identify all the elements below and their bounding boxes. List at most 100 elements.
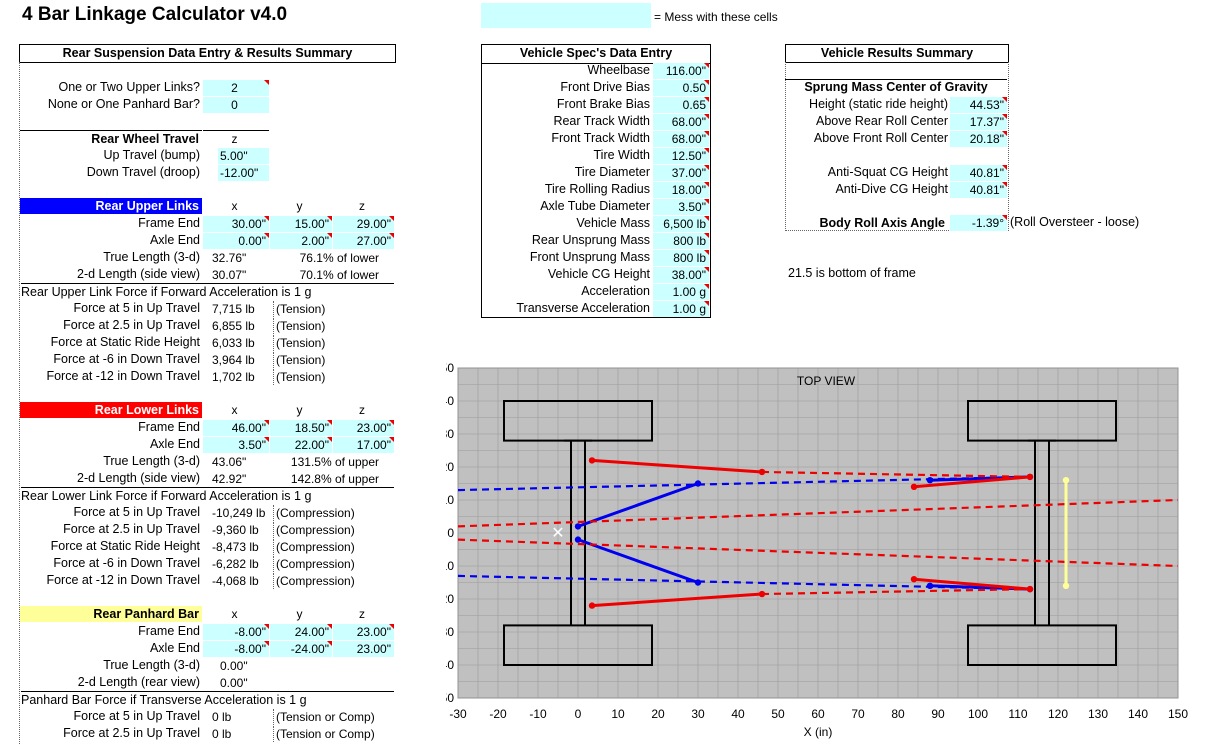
upper-frame-end-z[interactable]: 29.00"	[333, 216, 394, 232]
upper-force-value: 6,855 lb	[212, 319, 255, 333]
upper-force-label: Force at -6 in Down Travel	[53, 352, 200, 366]
lower-link-line	[591, 458, 763, 474]
spec-input[interactable]: 37.00"	[653, 165, 709, 181]
x-tick-label: 60	[811, 707, 825, 721]
upper-force-value: 7,715 lb	[212, 302, 255, 316]
panhard-frame-end-y[interactable]: 24.00"	[270, 624, 332, 640]
spec-input[interactable]: 800 lb	[653, 250, 709, 266]
lower-force-label: Force at 2.5 in Up Travel	[63, 522, 200, 536]
panhard-force-value: 0 lb	[212, 727, 232, 741]
app-title: 4 Bar Linkage Calculator v4.0	[22, 4, 288, 25]
upper-frame-end-x[interactable]: 30.00"	[203, 216, 269, 232]
spec-input[interactable]: 0.50	[653, 80, 709, 96]
upper-force-label: Force at Static Ride Height	[50, 335, 200, 349]
x-tick-label: 30	[691, 707, 705, 721]
x-tick-label: 120	[1048, 707, 1068, 721]
y-tick-label: -20	[446, 592, 454, 606]
x-tick-label: 50	[771, 707, 785, 721]
x-tick-label: 140	[1128, 707, 1148, 721]
spec-input[interactable]: 6,500 lb	[653, 216, 709, 232]
x-tick-label: 150	[1168, 707, 1188, 721]
spec-input[interactable]: 1.00 g	[653, 284, 709, 300]
lower-axle-end-label: Axle End	[149, 437, 200, 451]
x-tick-label: 130	[1088, 707, 1108, 721]
lower-side-length-pct: 142.8% of upper	[290, 472, 379, 486]
lower-axle-end-z[interactable]: 17.00"	[333, 437, 394, 453]
result-label: Anti-Squat CG Height	[827, 165, 948, 179]
panhard-axle-end-z[interactable]: 23.00"	[333, 641, 394, 657]
x-tick-label: 100	[968, 707, 988, 721]
upper-force-type: (Tension)	[273, 301, 388, 317]
spec-label: Tire Width	[593, 148, 651, 162]
panhard-frame-end-x[interactable]: -8.00"	[203, 624, 269, 640]
panhard-axle-end-x[interactable]: -8.00"	[203, 641, 269, 657]
lower-true-length-pct: 131.5% of upper	[290, 455, 379, 469]
spec-input[interactable]: 116.00"	[653, 63, 709, 79]
upper-link-line	[577, 482, 699, 528]
upper-axle-end-z[interactable]: 27.00"	[333, 233, 394, 249]
upper-force-type: (Tension)	[273, 352, 388, 368]
panhard-axle-end-label: Axle End	[149, 641, 200, 655]
x-tick-label: -30	[449, 707, 467, 721]
lower-force-type: (Compression)	[273, 539, 388, 555]
result-value: 20.18"	[950, 131, 1007, 147]
spec-input[interactable]: 68.00"	[653, 114, 709, 130]
down-travel-label: Down Travel (droop)	[86, 165, 200, 179]
x-tick-label: 70	[851, 707, 865, 721]
up-travel-label: Up Travel (bump)	[103, 148, 200, 162]
spec-input[interactable]: 12.50"	[653, 148, 709, 164]
legend-text: = Mess with these cells	[654, 10, 778, 24]
result-label: Above Front Roll Center	[813, 131, 948, 145]
spec-input[interactable]: 0.65	[653, 97, 709, 113]
upper-axle-end-x[interactable]: 0.00"	[203, 233, 269, 249]
lower-force-value: -6,282 lb	[212, 557, 259, 571]
rear-summary-header-box: Rear Suspension Data Entry & Results Sum…	[19, 44, 396, 63]
upper-frame-end-y[interactable]: 15.00"	[270, 216, 332, 232]
upper-col-x: x	[231, 199, 238, 213]
spec-input[interactable]: 18.00"	[653, 182, 709, 198]
spec-label: Front Drive Bias	[560, 80, 650, 94]
panhard-true-length-label: True Length (3-d)	[103, 658, 200, 672]
result-value: 40.81"	[950, 165, 1007, 181]
spec-input[interactable]: 1.00 g	[653, 301, 709, 317]
panhard-force-type: (Tension or Comp)	[273, 726, 388, 742]
upper-force-label: Force at 5 in Up Travel	[73, 301, 200, 315]
panhard-force-type: (Tension or Comp)	[273, 709, 388, 725]
panhard-link-point	[1062, 582, 1070, 589]
lower-frame-end-y[interactable]: 18.50"	[270, 420, 332, 436]
lower-force-type: (Compression)	[273, 505, 388, 521]
spec-input[interactable]: 800 lb	[653, 233, 709, 249]
up-travel-input[interactable]: 5.00"	[218, 148, 269, 164]
lower-force-header: Rear Lower Link Force if Forward Acceler…	[21, 487, 394, 505]
panhard-frame-end-z[interactable]: 23.00"	[333, 624, 394, 640]
panhard-axle-end-y[interactable]: -24.00"	[270, 641, 332, 657]
lower-axle-end-y[interactable]: 22.00"	[270, 437, 332, 453]
spec-label: Rear Unsprung Mass	[531, 233, 650, 247]
lower-side-length: 42.92"	[212, 472, 247, 486]
spec-input[interactable]: 68.00"	[653, 131, 709, 147]
down-travel-input[interactable]: -12.00"	[218, 165, 269, 181]
lower-force-label: Force at Static Ride Height	[50, 539, 200, 553]
upper-link-point	[574, 536, 582, 543]
x-tick-label: 90	[931, 707, 945, 721]
lower-axle-end-x[interactable]: 3.50"	[203, 437, 269, 453]
upper-col-z: z	[359, 199, 365, 213]
upper-force-header: Rear Upper Link Force if Forward Acceler…	[21, 283, 394, 301]
panhard-count-input[interactable]: 0	[203, 97, 269, 113]
lower-force-value: -8,473 lb	[212, 540, 259, 554]
lower-col-y: y	[296, 403, 303, 417]
lower-link-point	[1026, 585, 1034, 593]
spec-input[interactable]: 3.50"	[653, 199, 709, 215]
spec-input[interactable]: 38.00"	[653, 267, 709, 283]
lower-side-length-label: 2-d Length (side view)	[77, 471, 200, 485]
spec-label: Front Brake Bias	[556, 97, 650, 111]
lower-frame-end-z[interactable]: 23.00"	[333, 420, 394, 436]
upper-axle-end-y[interactable]: 2.00"	[270, 233, 332, 249]
upper-links-count-input[interactable]: 2	[203, 80, 269, 96]
lower-link-line	[457, 498, 1179, 528]
upper-axle-end-label: Axle End	[149, 233, 200, 247]
roll-axis-note: (Roll Oversteer - loose)	[1010, 215, 1140, 229]
lower-frame-end-x[interactable]: 46.00"	[203, 420, 269, 436]
chart-title: TOP VIEW	[797, 374, 856, 388]
lower-link-line	[913, 577, 1031, 591]
